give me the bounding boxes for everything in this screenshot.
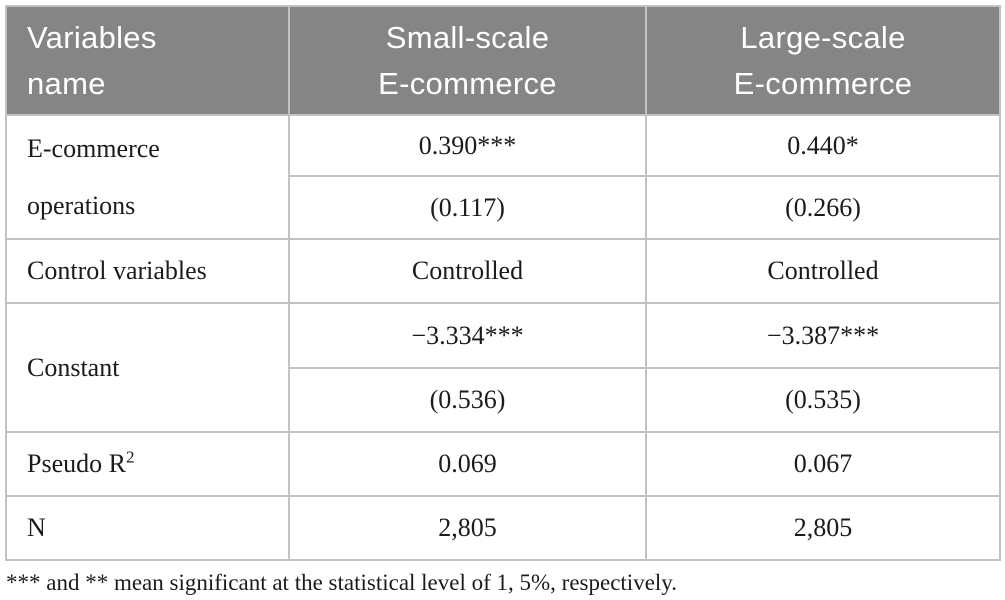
table-body: E-commerce operations 0.390*** 0.440* (0… xyxy=(5,114,1001,561)
cell-small-ecommerce-coef: 0.390*** xyxy=(288,114,647,177)
row-control-variables: Control variables Controlled Controlled xyxy=(5,238,1001,304)
cell-large-n: 2,805 xyxy=(645,495,1001,561)
row-pseudo-r2: Pseudo R2 0.069 0.067 xyxy=(5,431,1001,497)
label-ecommerce-operations: E-commerce operations xyxy=(5,114,290,240)
header-line: Small-scale xyxy=(385,19,550,55)
header-line: Large-scale xyxy=(740,19,906,55)
header-row: Variables name Small-scale E-commerce La… xyxy=(5,5,1001,116)
cell-large-controlled: Controlled xyxy=(645,238,1001,304)
label-n: N xyxy=(5,495,290,561)
cell-large-pseudo-r2: 0.067 xyxy=(645,431,1001,497)
column-header-small-scale: Small-scale E-commerce xyxy=(288,5,647,116)
column-header-variables-name: Variables name xyxy=(5,5,290,116)
cell-large-constant-se: (0.535) xyxy=(645,367,1001,433)
cell-small-n: 2,805 xyxy=(288,495,647,561)
pseudo-r2-base: Pseudo R xyxy=(27,449,126,478)
cell-large-ecommerce-coef: 0.440* xyxy=(645,114,1001,177)
pseudo-r2-superscript: 2 xyxy=(125,447,135,467)
cell-small-constant-se: (0.536) xyxy=(288,367,647,433)
regression-results-table: Variables name Small-scale E-commerce La… xyxy=(5,5,1001,561)
table-header: Variables name Small-scale E-commerce La… xyxy=(5,5,1001,116)
cell-large-constant-coef: −3.387*** xyxy=(645,302,1001,369)
cell-small-pseudo-r2: 0.069 xyxy=(288,431,647,497)
cell-small-ecommerce-se: (0.117) xyxy=(288,175,647,240)
cell-small-constant-coef: −3.334*** xyxy=(288,302,647,369)
row-constant-coef: Constant −3.334*** −3.387*** xyxy=(5,302,1001,433)
header-line: E-commerce xyxy=(733,65,913,101)
row-ecommerce-operations-coef: E-commerce operations 0.390*** 0.440* xyxy=(5,114,1001,240)
cell-small-controlled: Controlled xyxy=(288,238,647,304)
header-line: Variables xyxy=(27,19,157,55)
header-line: name xyxy=(27,65,106,101)
column-header-large-scale: Large-scale E-commerce xyxy=(645,5,1001,116)
label-constant: Constant xyxy=(5,302,290,433)
label-control-variables: Control variables xyxy=(5,238,290,304)
row-n: N 2,805 2,805 xyxy=(5,495,1001,561)
row-ecommerce-operations-se: (0.117) (0.266) xyxy=(6,175,1001,240)
row-constant-se: (0.536) (0.535) xyxy=(6,367,1001,433)
header-line: E-commerce xyxy=(378,65,557,101)
cell-large-ecommerce-se: (0.266) xyxy=(645,175,1001,240)
significance-footnote: *** and ** mean significant at the stati… xyxy=(6,570,678,595)
label-pseudo-r2: Pseudo R2 xyxy=(5,431,290,497)
